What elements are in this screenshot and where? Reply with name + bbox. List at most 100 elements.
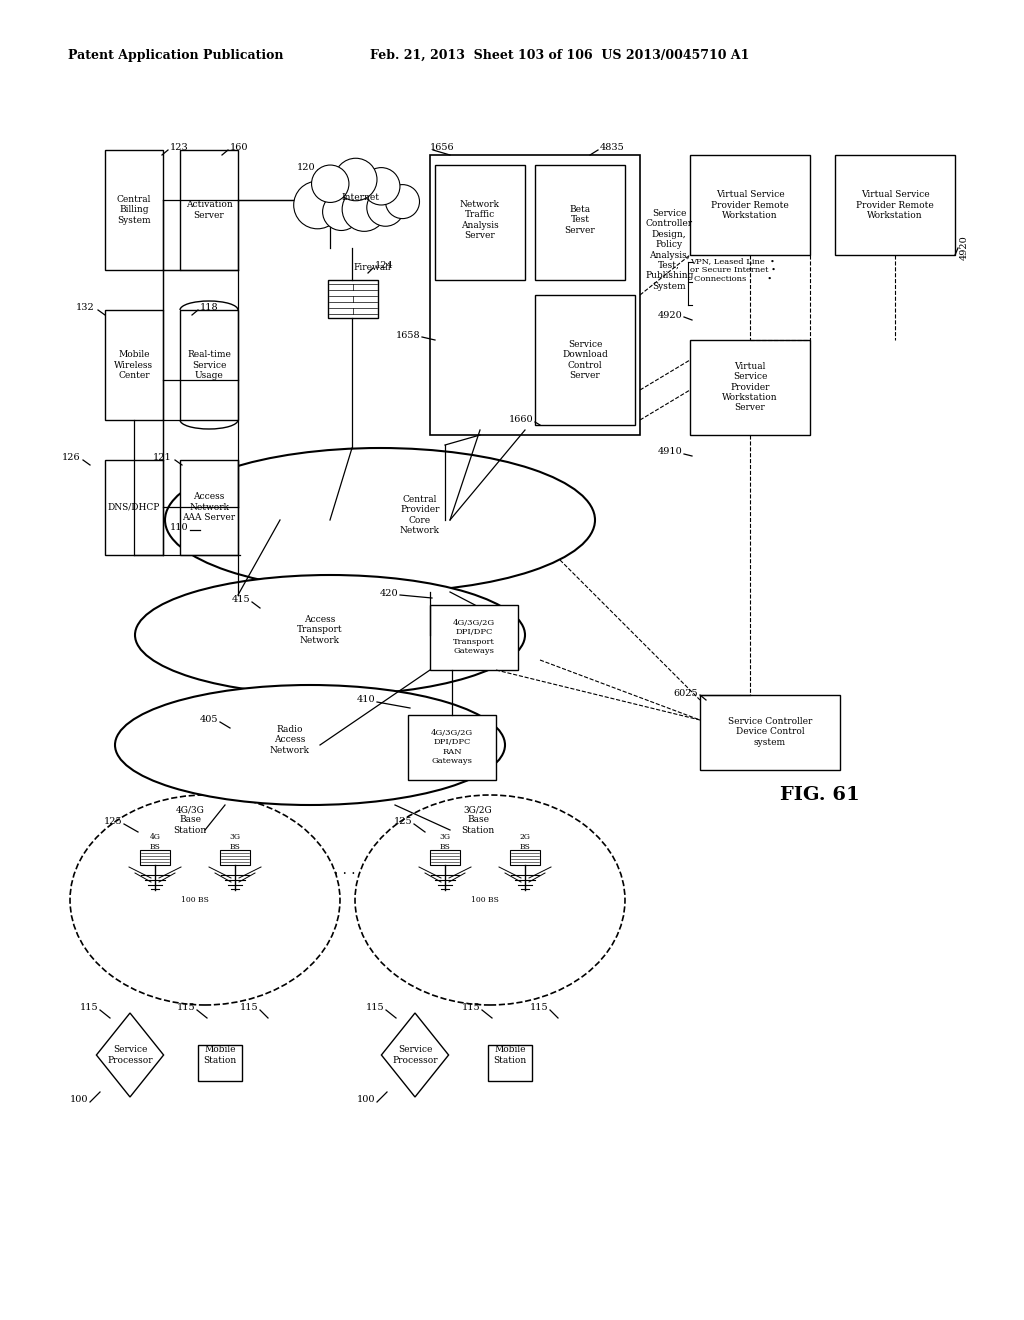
Text: Activation
Server: Activation Server [185,201,232,219]
Text: Radio
Access
Network: Radio Access Network [270,725,310,755]
Ellipse shape [165,447,595,591]
Text: 410: 410 [356,696,375,705]
Text: 124: 124 [375,261,394,271]
Text: Beta
Test
Server: Beta Test Server [564,205,595,235]
Text: 420: 420 [379,589,398,598]
Text: 126: 126 [61,454,80,462]
Bar [180,459,238,554]
Text: 132: 132 [76,304,95,313]
Text: 4910: 4910 [657,447,682,457]
Text: Patent Application Publication: Patent Application Publication [68,49,284,62]
Text: 100: 100 [356,1096,375,1105]
Text: 4835: 4835 [600,144,625,153]
Circle shape [294,181,341,228]
Bar [180,150,238,271]
Text: . . .: . . . [334,863,355,876]
Text: 100: 100 [70,1096,88,1105]
Text: Network
Traffic
Analysis
Server: Network Traffic Analysis Server [460,199,500,240]
Circle shape [342,187,386,231]
Text: 4920: 4920 [657,310,682,319]
Text: 160: 160 [230,144,249,153]
Bar [180,310,238,420]
Circle shape [367,189,404,226]
Circle shape [311,165,349,202]
Bar [535,165,625,280]
Bar [105,459,163,554]
Text: 115: 115 [529,1003,548,1012]
Text: Virtual Service
Provider Remote
Workstation: Virtual Service Provider Remote Workstat… [856,190,934,220]
Text: 2G
BS: 2G BS [519,833,530,850]
Text: 3G
BS: 3G BS [229,833,241,850]
Text: 125: 125 [103,817,122,826]
Bar [140,850,170,865]
Bar [328,280,378,318]
Text: Virtual
Service
Provider
Workstation
Server: Virtual Service Provider Workstation Ser… [722,362,778,412]
Circle shape [362,168,400,205]
Text: Access
Transport
Network: Access Transport Network [297,615,343,645]
Text: VPN, Leased Line  •
or Secure Internet •
Connections        •: VPN, Leased Line • or Secure Internet • … [690,257,776,284]
Text: 405: 405 [200,715,218,725]
Bar [408,715,496,780]
Text: Internet: Internet [341,194,379,202]
Bar [430,850,460,865]
Text: 1658: 1658 [395,330,420,339]
Text: 123: 123 [170,144,188,153]
Text: 120: 120 [296,164,315,173]
Text: FIG. 61: FIG. 61 [780,785,860,804]
Text: 115: 115 [366,1003,384,1012]
Polygon shape [96,1012,164,1097]
Text: Mobile
Station: Mobile Station [204,1045,237,1065]
Text: Access
Network
AAA Server: Access Network AAA Server [182,492,236,521]
Bar [510,850,540,865]
Bar [430,605,518,671]
Text: 115: 115 [176,1003,195,1012]
Text: 4G
BS: 4G BS [150,833,161,850]
Circle shape [335,158,377,201]
Bar [488,1045,532,1081]
Text: 100 BS: 100 BS [181,896,209,904]
Text: Mobile
Station: Mobile Station [494,1045,526,1065]
Bar [700,696,840,770]
Text: Virtual Service
Provider Remote
Workstation: Virtual Service Provider Remote Workstat… [711,190,788,220]
Bar [835,154,955,255]
Text: Feb. 21, 2013  Sheet 103 of 106  US 2013/0045710 A1: Feb. 21, 2013 Sheet 103 of 106 US 2013/0… [370,49,750,62]
Text: Firewall: Firewall [353,264,390,272]
Text: DNS/DHCP: DNS/DHCP [108,503,160,511]
Text: 415: 415 [231,595,250,605]
Text: 121: 121 [154,454,172,462]
Circle shape [323,193,360,231]
Text: Central
Billing
System: Central Billing System [117,195,152,224]
Text: 1660: 1660 [508,416,534,425]
Text: Service
Processor: Service Processor [392,1045,438,1065]
Text: 125: 125 [393,817,412,826]
Bar [690,154,810,255]
Ellipse shape [135,576,525,696]
Text: Service
Processor: Service Processor [108,1045,153,1065]
Text: 4G/3G/2G
DPI/DPC
RAN
Gateways: 4G/3G/2G DPI/DPC RAN Gateways [431,729,473,764]
Text: 115: 115 [240,1003,258,1012]
Text: 4920: 4920 [961,236,969,260]
Text: 3G
BS: 3G BS [439,833,451,850]
Bar [220,850,250,865]
Polygon shape [381,1012,449,1097]
Text: 115: 115 [80,1003,98,1012]
Text: 100 BS: 100 BS [471,896,499,904]
Bar [435,165,525,280]
Ellipse shape [355,795,625,1005]
Text: Service
Controller
Design,
Policy
Analysis,
Test,
Publishing
System: Service Controller Design, Policy Analys… [645,209,693,290]
Bar [105,310,163,420]
Bar [198,1045,242,1081]
Text: Service
Download
Control
Server: Service Download Control Server [562,339,608,380]
Text: 6025: 6025 [674,689,698,697]
Circle shape [385,185,420,219]
Bar [690,341,810,436]
Text: Service Controller
Device Control
system: Service Controller Device Control system [728,717,812,747]
Text: 1656: 1656 [430,144,455,153]
Bar [535,294,635,425]
Bar [430,154,640,436]
Ellipse shape [70,795,340,1005]
Bar [105,150,163,271]
Text: 4G/3G
Base
Station: 4G/3G Base Station [173,805,207,836]
Text: Real-time
Service
Usage: Real-time Service Usage [187,350,231,380]
Text: Mobile
Wireless
Center: Mobile Wireless Center [115,350,154,380]
